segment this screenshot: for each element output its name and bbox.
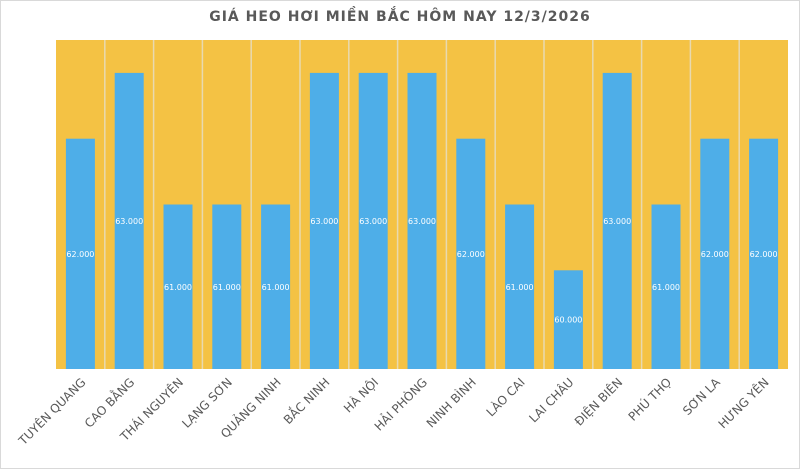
x-tick-label: LÀO CAI (483, 375, 528, 420)
x-tick-label: TUYÊN QUANG (15, 375, 89, 449)
bar (505, 204, 535, 369)
data-label: 62.000 (66, 250, 94, 259)
x-tick-label: HÀ NỘI (340, 375, 381, 416)
x-tick-label: ĐIỆN BIÊN (571, 375, 625, 429)
data-label: 63.000 (310, 217, 338, 226)
data-label: 60.000 (554, 316, 582, 325)
x-tick-label: PHÚ THỌ (625, 375, 674, 424)
data-label: 63.000 (359, 217, 387, 226)
bar (114, 72, 144, 370)
data-label: 61.000 (652, 283, 680, 292)
data-label: 63.000 (115, 217, 143, 226)
bar (456, 138, 486, 369)
bar (553, 270, 583, 369)
bar (358, 72, 388, 370)
bar (602, 72, 632, 370)
data-label: 62.000 (750, 250, 778, 259)
x-tick-label: SƠN LA (680, 375, 723, 418)
data-label: 61.000 (262, 283, 290, 292)
data-label: 61.000 (213, 283, 241, 292)
x-tick-label: NINH BÌNH (423, 375, 479, 431)
bar (749, 138, 779, 369)
x-tick-label: HẢI PHÒNG (370, 374, 430, 434)
chart-title: GIÁ HEO HƠI MIỀN BẮC HÔM NAY 12/3/2026 (209, 9, 591, 25)
x-tick-label: LAI CHÂU (526, 375, 577, 426)
bar (651, 204, 681, 369)
bar (163, 204, 193, 369)
bar (309, 72, 339, 370)
data-label: 62.000 (457, 250, 485, 259)
x-tick-label: HƯNG YÊN (715, 375, 772, 432)
bar (261, 204, 291, 369)
data-label: 63.000 (603, 217, 631, 226)
bar (407, 72, 437, 370)
bar (212, 204, 242, 369)
data-label: 62.000 (701, 250, 729, 259)
data-label: 61.000 (506, 283, 534, 292)
data-label: 63.000 (408, 217, 436, 226)
bar (700, 138, 730, 369)
data-label: 61.000 (164, 283, 192, 292)
x-tick-label: BẮC NINH (279, 374, 332, 427)
bar (65, 138, 95, 369)
